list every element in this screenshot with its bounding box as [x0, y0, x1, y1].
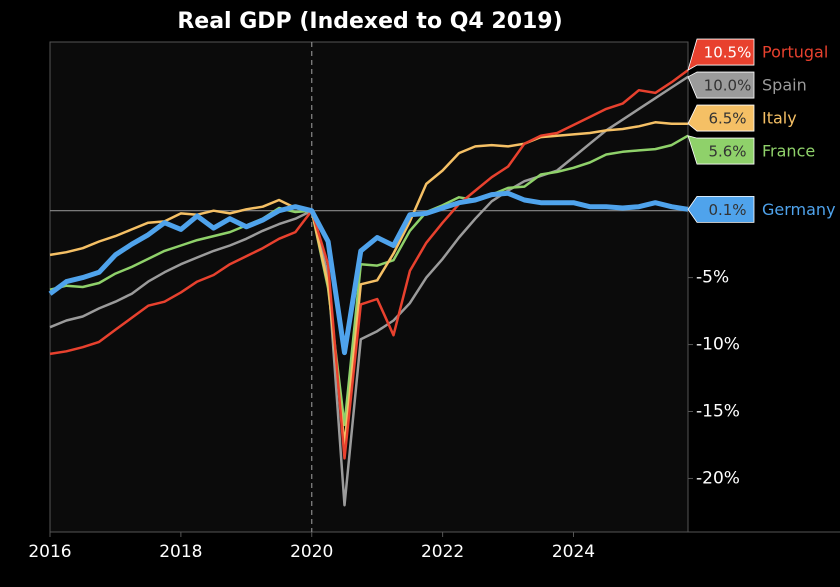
- x-tick-label: 2022: [421, 542, 464, 562]
- y-tick-label: -10%: [696, 335, 740, 355]
- legend-label: Spain: [762, 76, 807, 95]
- x-tick-label: 2024: [552, 542, 595, 562]
- series-line: [49, 69, 689, 460]
- end-label-value: 10.5%: [704, 44, 752, 62]
- chart-title: Real GDP (Indexed to Q4 2019): [177, 9, 562, 34]
- legend-label: France: [762, 142, 815, 161]
- plot-area: [49, 41, 689, 533]
- x-tick-label: 2020: [290, 542, 333, 562]
- end-label-flag: [687, 195, 755, 223]
- x-tick-label: 2018: [159, 542, 202, 562]
- x-tick-label: 2016: [28, 542, 71, 562]
- end-label-flag: [687, 135, 755, 165]
- y-tick-label: -5%: [696, 268, 729, 288]
- end-label-value: 0.1%: [708, 201, 746, 219]
- end-label-flag: [687, 71, 755, 99]
- end-label-flag: [687, 104, 755, 132]
- series-line: [48, 190, 689, 356]
- legend-label: Portugal: [762, 43, 828, 62]
- series-line: [49, 134, 689, 427]
- end-label-value: 6.5%: [708, 110, 746, 128]
- end-label-value: 10.0%: [704, 77, 752, 95]
- y-tick-label: -20%: [696, 468, 740, 488]
- series-line: [49, 121, 688, 447]
- y-tick-label: -15%: [696, 402, 740, 422]
- legend-label: Germany: [762, 200, 836, 219]
- legend-label: Italy: [762, 109, 797, 128]
- series-line: [49, 75, 689, 507]
- end-label-value: 5.6%: [708, 143, 746, 161]
- end-label-flag: [687, 38, 755, 71]
